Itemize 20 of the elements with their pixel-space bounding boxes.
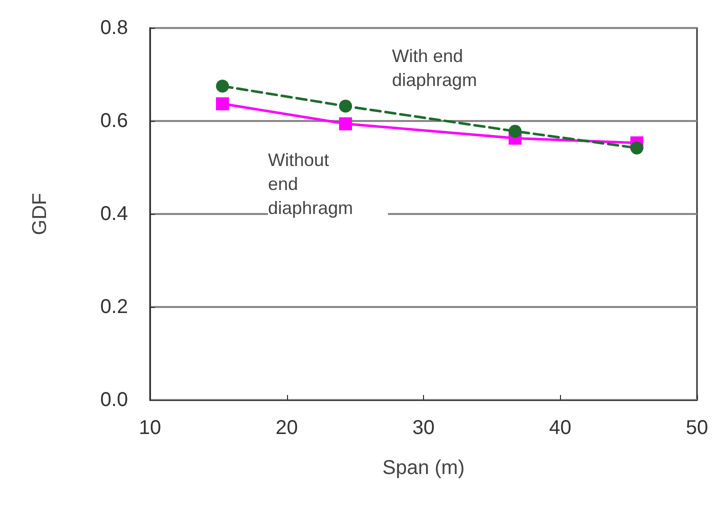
series-label: With end diaphragm xyxy=(392,46,478,90)
point xyxy=(630,141,644,154)
x-tick-label: 20 xyxy=(276,417,298,439)
x-tick-label: 40 xyxy=(549,417,572,439)
point xyxy=(216,80,229,93)
x-axis-title: Span (m) xyxy=(382,457,465,479)
y-axis-title: GDF xyxy=(29,192,51,236)
y-tick-label: 0.0 xyxy=(100,389,128,411)
point xyxy=(339,117,352,130)
y-tick-label: 0.6 xyxy=(100,110,128,132)
point xyxy=(508,124,522,138)
x-tick-label: 30 xyxy=(412,417,435,439)
y-tick-label: 0.2 xyxy=(100,296,128,318)
y-tick-label: 0.4 xyxy=(100,203,128,225)
x-tick-label: 10 xyxy=(138,417,162,439)
series-label: Without end diaphragm xyxy=(268,150,354,218)
x-tick-label: 50 xyxy=(686,417,708,439)
y-tick-label: 0.8 xyxy=(100,17,128,39)
point xyxy=(216,97,229,110)
point xyxy=(339,100,352,113)
